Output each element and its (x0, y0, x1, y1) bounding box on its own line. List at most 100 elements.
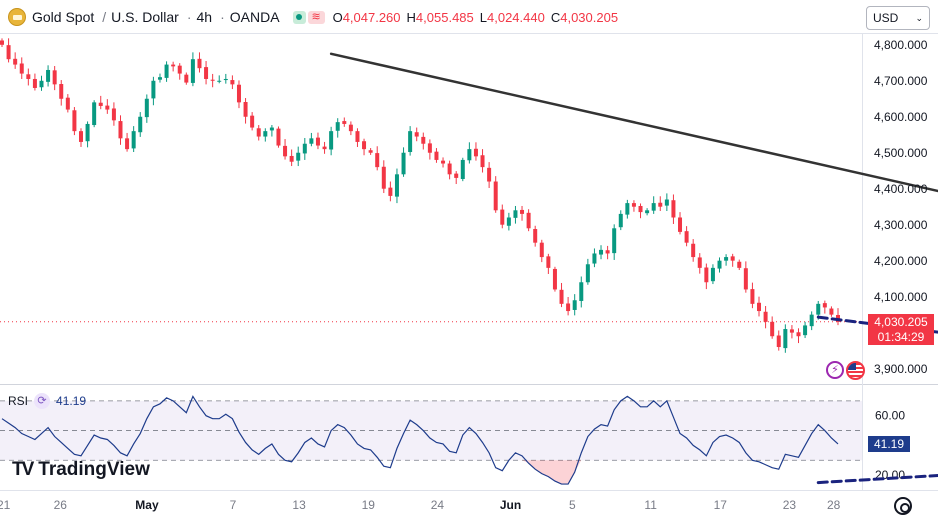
candle-body (276, 128, 281, 146)
candle-body (85, 123, 90, 142)
candle-body (770, 321, 775, 337)
candle-body (223, 78, 228, 81)
candle-body (599, 249, 604, 255)
ohlc-low: L4,024.440 (479, 9, 545, 25)
candle-body (394, 174, 399, 197)
candle-body (763, 311, 768, 322)
candle-body (730, 256, 735, 261)
candle-body (467, 149, 472, 161)
candle-body (559, 289, 564, 304)
candle-body (546, 256, 551, 268)
candle-body (157, 77, 162, 80)
candle-body (381, 166, 386, 189)
candle-body (579, 282, 584, 301)
candle-body (125, 138, 130, 150)
candle-body (414, 132, 419, 137)
candle-body (309, 138, 314, 144)
candle-body (98, 102, 103, 106)
candle-body (513, 210, 518, 218)
currency-selector[interactable]: USD ⌄ (866, 6, 930, 30)
price-annotations (329, 52, 938, 334)
time-tick-label: 26 (53, 498, 67, 512)
candle-body (816, 303, 821, 315)
candle-body (250, 115, 255, 128)
market-status-pill[interactable]: ≋ (292, 10, 325, 24)
price-axis[interactable]: 4,800.000 4,700.000 4,600.000 4,500.000 4,40… (864, 34, 938, 494)
candle-body (520, 209, 525, 214)
candle-body (421, 136, 426, 144)
price-tick-label: 3,900.000 (874, 361, 928, 376)
gear-icon[interactable] (894, 497, 912, 515)
candle-body (210, 79, 215, 81)
time-tick-label: 11 (644, 498, 657, 512)
candle-body (144, 98, 149, 118)
rsi-support-line (816, 474, 938, 485)
bar-countdown: 01:34:29 (868, 328, 934, 345)
rsi-last-value-label: 41.19 (868, 435, 910, 452)
tradingview-logo[interactable]: TV TradingView (12, 459, 150, 481)
price-tick-label: 4,700.000 (874, 73, 928, 88)
candle-body (473, 148, 478, 157)
candle-body (322, 146, 327, 150)
candle-body (737, 261, 742, 268)
candle-body (454, 173, 459, 178)
us-flag-icon[interactable] (846, 361, 865, 380)
candle-body (256, 128, 261, 137)
candle-body (131, 131, 136, 149)
time-tick-label: Jun (499, 498, 522, 512)
time-tick-label: 13 (292, 498, 306, 512)
candle-body (441, 160, 446, 164)
candle-body (631, 203, 636, 207)
candle-body (717, 260, 722, 269)
price-tick-label: 4,300.000 (874, 217, 928, 232)
candle-body (460, 159, 465, 179)
candle-body (59, 84, 64, 99)
flash-icon[interactable]: ⚡ (826, 361, 844, 379)
candle-body (151, 80, 156, 99)
legend-separator: / (102, 9, 107, 25)
candle-body (236, 84, 241, 103)
rsi-band-fill (0, 400, 862, 461)
time-tick-label: 28 (827, 498, 841, 512)
candle-body (776, 335, 781, 348)
legend-dot: · (186, 9, 192, 25)
candle-body (355, 131, 360, 142)
candle-body (26, 74, 31, 79)
interval-label[interactable]: 4h (196, 9, 213, 25)
time-tick-label: 21 (0, 498, 11, 512)
ohlc-high: H4,055.485 (406, 9, 474, 25)
candle-body (315, 137, 320, 146)
candle-body (658, 202, 663, 207)
candle-body (625, 203, 630, 215)
resistance-trendline (329, 52, 938, 193)
candle-body (368, 150, 373, 153)
candle-body (757, 302, 762, 312)
gold-symbol-icon (8, 8, 26, 26)
candle-body (691, 243, 696, 258)
candle-body (171, 64, 176, 67)
legend-dot: · (220, 9, 225, 25)
symbol-name[interactable]: Gold Spot (32, 9, 95, 25)
tradingview-wordmark: TradingView (38, 459, 150, 480)
price-tick-label: 4,500.000 (874, 145, 928, 160)
candle-body (72, 110, 77, 132)
candle-body (164, 64, 169, 78)
rsi-settings-icon[interactable]: ⟳ (34, 393, 51, 409)
candle-body (302, 143, 307, 154)
candle-body (190, 59, 195, 83)
rsi-name: RSI (8, 394, 29, 408)
candle-body (362, 141, 367, 150)
candle-body (118, 121, 123, 139)
candle-body (13, 58, 18, 65)
time-tick-label: 17 (713, 498, 727, 512)
candle-body (427, 143, 432, 153)
candle-body (539, 242, 544, 258)
rsi-value: 41.19 (56, 394, 87, 408)
rsi-legend[interactable]: RSI ⟳ 41.19 (8, 393, 86, 409)
candle-body (783, 329, 788, 349)
symbol-legend: Gold Spot / U.S. Dollar · 4h · OANDA ≋ O… (0, 0, 860, 34)
candle-body (19, 63, 24, 74)
candle-body (388, 187, 393, 196)
